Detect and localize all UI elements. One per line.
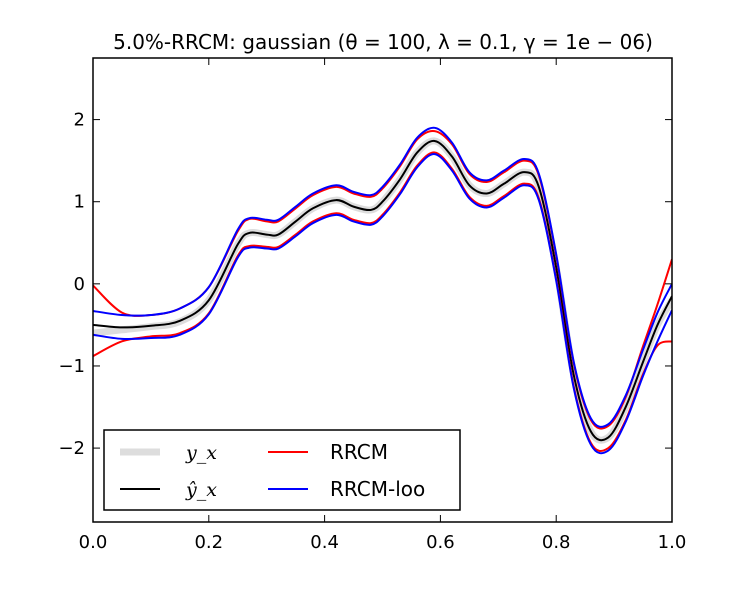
legend-label: RRCM (330, 440, 388, 464)
y-tick-label: 2 (74, 110, 85, 131)
x-tick-label: 0.4 (310, 532, 339, 553)
chart-title: 5.0%-RRCM: gaussian (θ = 100, λ = 0.1, γ… (113, 30, 653, 54)
series-line-5 (93, 153, 672, 455)
legend-label: y_x (185, 442, 217, 464)
y-tick-label: −2 (58, 438, 85, 459)
plot-frame (92, 57, 673, 523)
y-tick-label: 0 (74, 274, 85, 295)
series-group (93, 126, 672, 455)
y-tick-label: 1 (74, 192, 85, 213)
series-line-2 (93, 129, 672, 430)
axes: 0.0 0.2 0.4 0.6 0.8 1.0 −2 −1 0 1 2 (58, 57, 687, 553)
x-tick-label: 0.0 (79, 532, 108, 553)
legend: y_x ŷ_x RRCM RRCM-loo (103, 429, 461, 511)
plot-area (93, 126, 672, 455)
y-tick-label: −1 (58, 356, 85, 377)
x-tick-label: 0.8 (542, 532, 571, 553)
x-tick-label: 0.2 (194, 532, 223, 553)
series-line-1 (93, 139, 672, 442)
legend-box (103, 429, 461, 511)
legend-label: RRCM-loo (330, 477, 425, 501)
x-tick-label: 0.6 (426, 532, 455, 553)
x-tick-label: 1.0 (658, 532, 687, 553)
legend-label: ŷ_x (185, 479, 217, 501)
series-line-4 (93, 126, 672, 428)
